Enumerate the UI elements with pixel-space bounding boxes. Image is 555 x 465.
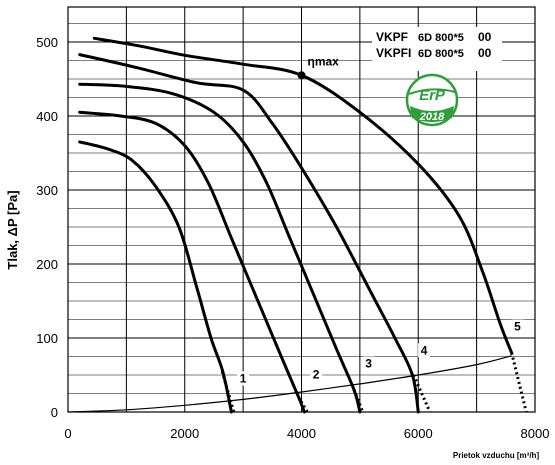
system-curve — [67, 355, 512, 413]
x-tick-label: 0 — [64, 426, 71, 441]
fan-curve-2 — [78, 110, 306, 414]
curve-label-2: 2 — [313, 368, 320, 382]
y-tick-label: 400 — [36, 109, 58, 124]
x-axis-label: Prietok vzduchu [m³/h] — [453, 451, 540, 460]
model-1-name: VKPF — [376, 30, 408, 44]
x-tick-label: 2000 — [170, 426, 199, 441]
erp-badge-top: ErP — [419, 87, 446, 104]
curve-label-5: 5 — [514, 320, 521, 334]
model-1-suffix: 00 — [478, 30, 492, 44]
fan-curve-5-dotted-end — [510, 352, 528, 413]
y-tick-label: 0 — [51, 405, 58, 420]
erp-badge-swoosh — [408, 88, 456, 95]
system-curve-line — [67, 355, 512, 413]
fan-curve-4 — [78, 53, 420, 414]
fan-curves — [78, 36, 528, 414]
y-axis-label: Tlak, ΔP [Pa] — [5, 190, 20, 269]
x-tick-label: 6000 — [404, 426, 433, 441]
y-tick-label: 300 — [36, 183, 58, 198]
curve-label-bg-5 — [511, 319, 524, 334]
curve-labels: 1 2 3 4 5 — [237, 319, 524, 386]
fan-curve-5 — [92, 36, 514, 355]
model-2-size: 6D 800*5 — [418, 48, 464, 60]
curve-label-3: 3 — [365, 357, 372, 371]
fan-curve-3 — [78, 82, 362, 414]
y-tick-label: 500 — [36, 35, 58, 50]
x-tick-label: 4000 — [287, 426, 316, 441]
model-2-name: VKPFI — [376, 46, 411, 60]
curve-label-4: 4 — [421, 343, 428, 357]
curve-label-bg-3 — [362, 356, 375, 371]
fan-curve-1-dotted-end — [220, 370, 236, 413]
erp-badge-band — [410, 106, 454, 122]
curve-label-1: 1 — [240, 371, 247, 385]
x-tick-label: 8000 — [521, 426, 550, 441]
fan-curve-3-dotted-end — [352, 389, 365, 413]
model-legend: VKPF 6D 800*5 00 VKPFI 6D 800*5 00 — [372, 27, 502, 71]
curve-label-bg-4 — [418, 343, 431, 358]
y-tick-label: 200 — [36, 257, 58, 272]
curve-label-bg-2 — [310, 367, 323, 382]
erp-badge-bottom: 2018 — [419, 111, 445, 123]
curve-label-bg-1 — [237, 371, 250, 386]
etamax-annotation: ηmax — [297, 54, 340, 80]
erp-badge: ErP 2018 — [405, 73, 459, 127]
fan-curve-1 — [78, 140, 233, 414]
model-2-suffix: 00 — [478, 46, 492, 60]
plot-grid — [67, 6, 536, 413]
etamax-point — [297, 71, 306, 80]
model-1-size: 6D 800*5 — [418, 32, 464, 44]
etamax-label: ηmax — [308, 54, 340, 68]
y-tick-label: 100 — [36, 331, 58, 346]
fan-curve-4-dotted-end — [412, 374, 432, 413]
model-legend-box — [372, 27, 502, 71]
